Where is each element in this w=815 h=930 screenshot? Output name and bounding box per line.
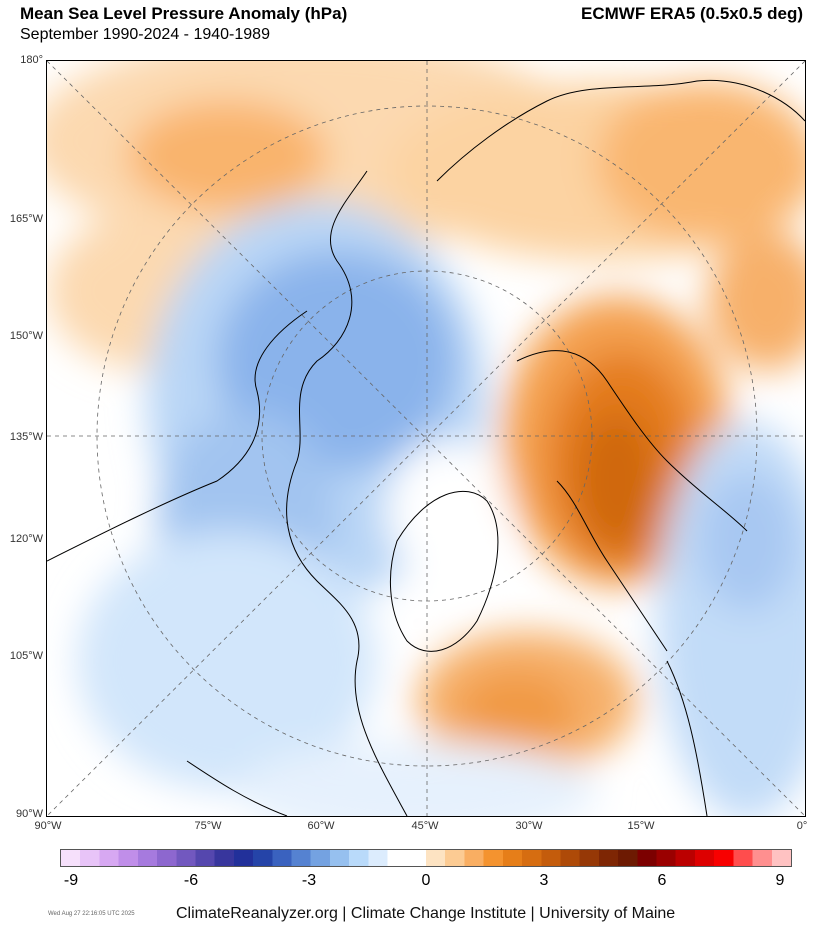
graticule bbox=[47, 61, 805, 816]
colorbar-tick: -9 bbox=[63, 872, 79, 889]
colorbar-tick: 6 bbox=[657, 872, 667, 889]
lon-label-60w: 60°W bbox=[307, 820, 335, 832]
lat-label-135w: 135°W bbox=[9, 431, 43, 443]
colorbar-tick: -6 bbox=[183, 872, 199, 889]
colorbar-tick: 0 bbox=[421, 872, 431, 889]
lat-label-180: 180° bbox=[20, 54, 43, 66]
lat-label-165w: 165°W bbox=[9, 213, 43, 225]
colorbar-tick: -3 bbox=[301, 872, 317, 889]
lon-label-45w: 45°W bbox=[411, 820, 439, 832]
timestamp: Wed Aug 27 22:16:05 UTC 2025 bbox=[48, 911, 135, 917]
lat-label-105w: 105°W bbox=[9, 650, 43, 662]
colorbar-tick: 9 bbox=[775, 872, 785, 889]
anomaly-map bbox=[46, 60, 806, 817]
lon-label-90w: 90°W bbox=[34, 820, 62, 832]
coastlines bbox=[47, 79, 805, 816]
footer-credit: ClimateReanalyzer.org | Climate Change I… bbox=[176, 905, 676, 922]
dataset-label: ECMWF ERA5 (0.5x0.5 deg) bbox=[581, 4, 803, 23]
map-title: Mean Sea Level Pressure Anomaly (hPa) bbox=[20, 4, 348, 23]
map-subtitle: September 1990-2024 - 1940-1989 bbox=[20, 26, 270, 43]
lon-label-75w: 75°W bbox=[194, 820, 222, 832]
lat-label-120w: 120°W bbox=[9, 533, 43, 545]
lat-label-90w: 90°W bbox=[15, 808, 43, 820]
anomaly-field bbox=[47, 61, 805, 816]
colorbar-tick: 3 bbox=[539, 872, 549, 889]
lon-label-30w: 30°W bbox=[515, 820, 543, 832]
lat-label-150w: 150°W bbox=[9, 330, 43, 342]
lon-label-15w: 15°W bbox=[627, 820, 655, 832]
colorbar bbox=[60, 849, 792, 867]
lon-label-0: 0° bbox=[796, 820, 808, 832]
